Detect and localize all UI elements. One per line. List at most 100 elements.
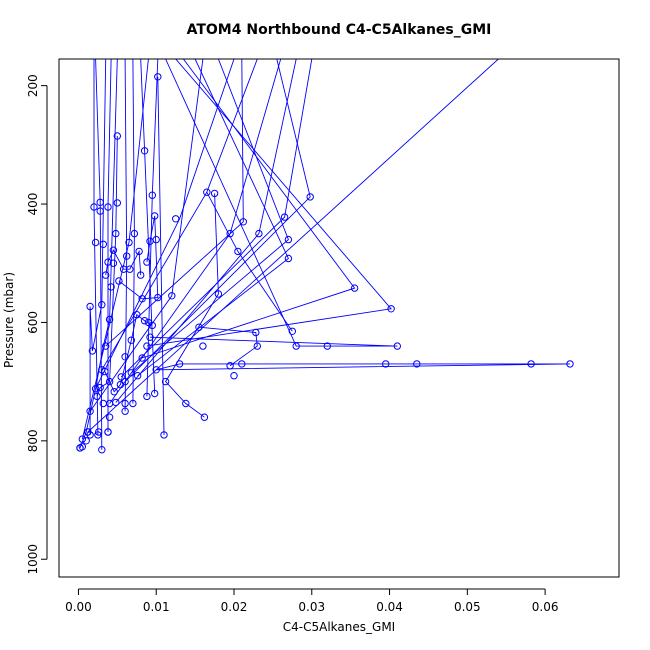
series-line <box>142 59 356 359</box>
data-point <box>288 327 296 335</box>
series-line <box>118 215 159 300</box>
data-point <box>86 302 94 311</box>
data-point <box>152 366 160 374</box>
data-point <box>175 360 184 368</box>
data-point <box>140 147 149 155</box>
data-point <box>102 342 110 350</box>
data-point <box>104 258 112 266</box>
data-point <box>127 336 136 344</box>
data-point <box>96 383 104 392</box>
data-point <box>82 437 90 445</box>
x-tick-label: 0.04 <box>376 600 403 614</box>
data-point <box>125 238 133 247</box>
data-point <box>382 360 390 368</box>
data-point <box>96 207 104 215</box>
x-tick-label: 0.03 <box>298 600 325 614</box>
y-tick-label: 200 <box>26 74 40 97</box>
data-point <box>306 193 314 201</box>
data-point <box>152 235 160 244</box>
series-line <box>124 59 311 382</box>
series-line <box>131 59 289 374</box>
data-point <box>160 431 168 439</box>
data-point <box>98 301 106 309</box>
series-line <box>140 59 156 394</box>
series-line <box>104 313 153 393</box>
data-point <box>113 132 122 140</box>
series-line <box>206 191 293 332</box>
data-point <box>86 431 94 439</box>
data-point <box>154 293 162 302</box>
series-line <box>165 193 219 418</box>
data-point <box>105 377 114 386</box>
data-point <box>255 229 263 238</box>
data-point <box>94 431 102 439</box>
data-point <box>101 367 109 376</box>
data-point <box>238 360 246 368</box>
data-point <box>95 428 103 436</box>
series-line <box>120 59 313 378</box>
data-point <box>109 246 118 254</box>
data-point <box>527 360 535 368</box>
plot-area: 0.00 0.01 0.02 0.03 0.04 0.05 0.06 200 400 600 800… <box>26 58 620 614</box>
data-point <box>146 333 154 341</box>
data-point <box>130 229 139 238</box>
data-point <box>172 215 180 223</box>
data-point <box>115 277 123 285</box>
series-line <box>105 59 244 347</box>
data-point <box>104 203 112 211</box>
data-point <box>566 360 574 368</box>
x-tick-label: 0.00 <box>65 600 92 614</box>
data-point <box>143 258 151 266</box>
data-point <box>280 213 289 221</box>
series-line <box>93 59 99 435</box>
data-point <box>121 399 129 408</box>
data-point <box>140 317 149 325</box>
data-point <box>86 407 94 415</box>
data-point <box>121 353 129 361</box>
series-line <box>146 59 159 397</box>
data-point <box>226 362 234 370</box>
data-point <box>102 271 110 279</box>
data-point <box>284 254 293 263</box>
data-point <box>350 284 359 292</box>
series-line <box>95 59 103 450</box>
data-point <box>151 389 159 398</box>
series-line <box>115 59 297 403</box>
data-point <box>199 342 207 350</box>
data-point <box>93 392 101 401</box>
data-point <box>154 73 162 81</box>
plot-frame <box>58 58 620 578</box>
data-point <box>117 373 125 381</box>
series-line <box>157 76 165 435</box>
data-point <box>133 372 142 380</box>
data-point <box>104 428 112 436</box>
data-point <box>98 446 106 454</box>
data-point <box>168 292 176 300</box>
data-point <box>413 360 421 368</box>
data-point <box>78 435 87 443</box>
data-point <box>109 259 118 267</box>
data-point <box>90 203 98 211</box>
data-point <box>230 372 238 380</box>
x-tick-label: 0.01 <box>143 600 170 614</box>
data-point <box>137 271 145 279</box>
data-point <box>200 413 209 421</box>
data-point <box>182 399 190 408</box>
data-point <box>99 240 108 249</box>
y-tick-label: 400 <box>26 193 40 216</box>
y-tick-label: 600 <box>26 311 40 334</box>
data-point <box>210 189 219 198</box>
data-point <box>126 265 134 273</box>
data-point <box>91 385 100 393</box>
series-line <box>89 59 107 435</box>
data-point <box>113 199 122 207</box>
data-point <box>239 218 248 226</box>
x-axis-label: C4-C5Alkanes_GMI <box>283 620 395 634</box>
data-point <box>148 191 157 199</box>
data-point <box>121 407 129 415</box>
data-point <box>110 388 118 396</box>
series-line <box>107 59 112 432</box>
y-axis-label: Pressure (mbar) <box>2 272 16 368</box>
x-tick-label: 0.02 <box>221 600 248 614</box>
data-point <box>161 377 170 386</box>
